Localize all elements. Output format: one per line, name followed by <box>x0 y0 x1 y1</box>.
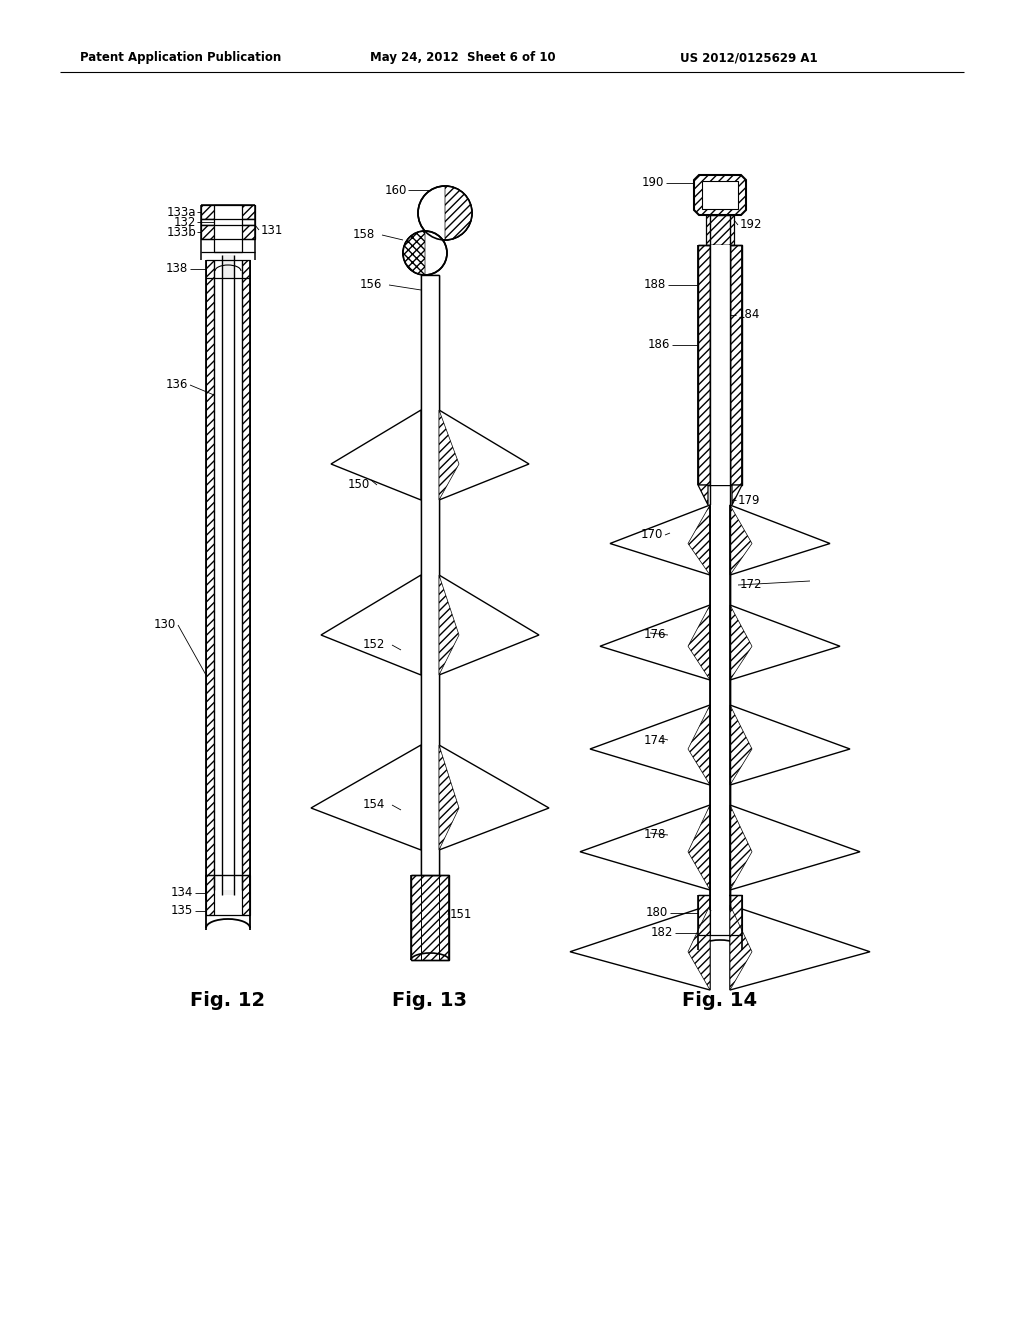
Text: 158: 158 <box>352 228 375 242</box>
Text: Patent Application Publication: Patent Application Publication <box>80 51 282 65</box>
Bar <box>421 275 439 875</box>
Polygon shape <box>570 906 710 990</box>
Bar <box>698 246 710 484</box>
Polygon shape <box>688 705 710 785</box>
Text: 133a: 133a <box>167 206 196 219</box>
Bar <box>242 260 250 279</box>
Bar <box>698 895 710 935</box>
Bar <box>730 246 742 484</box>
Polygon shape <box>730 605 840 680</box>
Polygon shape <box>439 576 539 675</box>
Polygon shape <box>732 484 742 506</box>
Polygon shape <box>730 705 850 785</box>
Bar <box>206 260 214 900</box>
Polygon shape <box>439 411 459 500</box>
Polygon shape <box>730 805 752 890</box>
Polygon shape <box>688 906 710 990</box>
Text: Fig. 13: Fig. 13 <box>392 990 468 1010</box>
Polygon shape <box>730 705 752 785</box>
Text: 132: 132 <box>174 215 196 228</box>
Circle shape <box>418 186 472 240</box>
Polygon shape <box>688 506 710 576</box>
Polygon shape <box>730 906 752 990</box>
Text: 186: 186 <box>647 338 670 351</box>
Text: 151: 151 <box>450 908 472 921</box>
Text: 131: 131 <box>261 223 284 236</box>
Bar <box>421 275 439 875</box>
Text: 170: 170 <box>641 528 663 541</box>
Bar <box>706 215 734 246</box>
Polygon shape <box>688 605 710 680</box>
Wedge shape <box>445 186 472 240</box>
Text: 192: 192 <box>740 219 763 231</box>
Text: May 24, 2012  Sheet 6 of 10: May 24, 2012 Sheet 6 of 10 <box>370 51 556 65</box>
Bar <box>730 895 742 935</box>
Bar <box>222 255 234 895</box>
Polygon shape <box>730 605 752 680</box>
Bar <box>710 506 730 909</box>
Text: 190: 190 <box>642 177 664 190</box>
Circle shape <box>403 231 447 275</box>
Bar <box>201 224 255 239</box>
Wedge shape <box>403 231 425 275</box>
Text: 184: 184 <box>738 309 761 322</box>
Polygon shape <box>439 744 459 850</box>
Bar <box>206 875 214 915</box>
Text: 179: 179 <box>738 494 761 507</box>
Bar <box>411 875 449 960</box>
Text: 178: 178 <box>644 829 666 842</box>
Bar <box>242 260 250 900</box>
Text: 174: 174 <box>643 734 666 747</box>
Text: 154: 154 <box>362 799 385 812</box>
Bar <box>710 246 730 484</box>
Bar <box>201 219 255 224</box>
Text: US 2012/0125629 A1: US 2012/0125629 A1 <box>680 51 817 65</box>
Polygon shape <box>590 705 710 785</box>
Polygon shape <box>730 506 752 576</box>
Text: 150: 150 <box>348 479 370 491</box>
Text: 180: 180 <box>646 907 668 920</box>
Polygon shape <box>580 805 710 890</box>
Text: 160: 160 <box>385 183 408 197</box>
Text: 172: 172 <box>740 578 763 591</box>
Text: 138: 138 <box>166 263 188 276</box>
Polygon shape <box>331 411 421 500</box>
Polygon shape <box>610 506 710 576</box>
Polygon shape <box>321 576 421 675</box>
Text: 130: 130 <box>154 619 176 631</box>
Bar <box>214 279 242 890</box>
Text: 133b: 133b <box>166 226 196 239</box>
Bar <box>201 205 255 219</box>
Text: 182: 182 <box>650 927 673 940</box>
Bar <box>214 205 242 252</box>
Polygon shape <box>730 506 830 576</box>
Text: 188: 188 <box>644 279 666 292</box>
Polygon shape <box>311 744 421 850</box>
Polygon shape <box>698 484 708 506</box>
Polygon shape <box>688 805 710 890</box>
Text: 135: 135 <box>171 904 193 917</box>
Bar <box>206 260 214 279</box>
Text: 152: 152 <box>362 639 385 652</box>
Polygon shape <box>730 805 860 890</box>
Bar <box>702 181 738 209</box>
Bar <box>711 506 729 909</box>
Text: Fig. 14: Fig. 14 <box>682 990 758 1010</box>
Polygon shape <box>439 744 549 850</box>
Text: 176: 176 <box>643 628 666 642</box>
Polygon shape <box>600 605 710 680</box>
Text: 156: 156 <box>359 279 382 292</box>
Polygon shape <box>439 576 459 675</box>
Text: 134: 134 <box>171 887 193 899</box>
Polygon shape <box>439 411 529 500</box>
Text: Fig. 12: Fig. 12 <box>190 990 265 1010</box>
Polygon shape <box>694 176 746 215</box>
Bar <box>242 875 250 915</box>
Polygon shape <box>730 906 870 990</box>
Text: 136: 136 <box>166 379 188 392</box>
